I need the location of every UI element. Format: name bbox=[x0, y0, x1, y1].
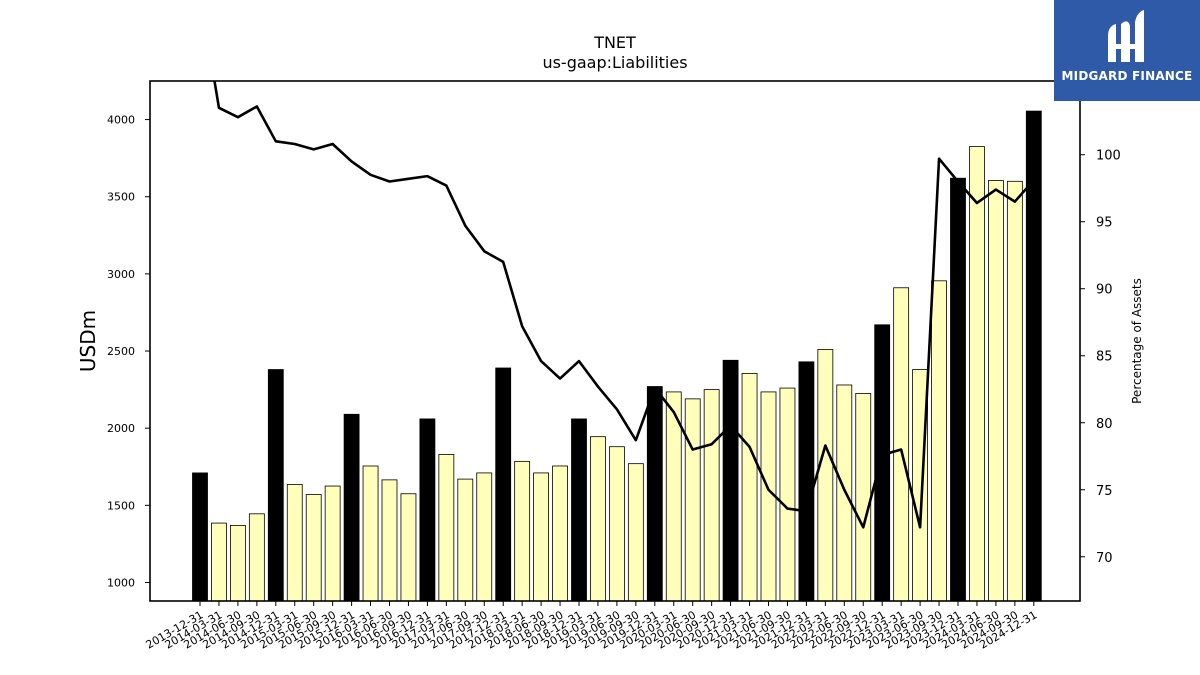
bar-2023-09-30 bbox=[931, 280, 947, 602]
bar-2015-06-30 bbox=[305, 494, 322, 602]
bar-2014-12-31 bbox=[267, 369, 284, 602]
chart-title: TNET bbox=[593, 33, 636, 52]
y2-tick-label: 75 bbox=[1096, 484, 1113, 499]
plot-frame bbox=[149, 80, 1081, 602]
bar-2016-03-31 bbox=[362, 465, 379, 602]
bar-2014-03-31 bbox=[211, 522, 227, 602]
bar-2013-12-31 bbox=[192, 472, 208, 602]
bar-2015-03-31 bbox=[286, 484, 303, 602]
bar-2020-09-30 bbox=[703, 389, 720, 602]
y-tick-label: 1000 bbox=[107, 576, 135, 589]
bar-2018-03-31 bbox=[514, 460, 531, 602]
bar-2024-06-30 bbox=[988, 180, 1004, 602]
bar-2018-09-30 bbox=[552, 465, 568, 602]
bar-2019-09-30 bbox=[627, 463, 644, 602]
bar-2021-12-31 bbox=[798, 361, 815, 602]
bar-2016-09-30 bbox=[400, 493, 417, 602]
bar-2017-09-30 bbox=[476, 472, 493, 602]
logo-mark-icon bbox=[1108, 10, 1144, 62]
y-tick-label: 2000 bbox=[107, 422, 135, 435]
percent-line-layer bbox=[213, 81, 1035, 529]
y-tick-label: 3500 bbox=[107, 191, 135, 204]
bar-2014-09-30 bbox=[248, 513, 265, 602]
bar-2021-03-31 bbox=[741, 372, 758, 602]
bar-2024-03-31 bbox=[969, 146, 985, 602]
y2-tick-label: 80 bbox=[1096, 417, 1113, 432]
y-axis-label: USDm bbox=[76, 310, 100, 372]
bar-2017-03-31 bbox=[438, 454, 455, 602]
bar-2022-12-31 bbox=[874, 324, 891, 602]
logo-text: MIDGARD FINANCE bbox=[1061, 69, 1193, 83]
bar-2015-09-30 bbox=[324, 485, 341, 602]
bar-2020-06-30 bbox=[684, 398, 701, 602]
y2-axis-label: Percentage of Assets bbox=[1130, 278, 1144, 404]
bar-2022-03-31 bbox=[817, 349, 834, 602]
bar-2022-06-30 bbox=[836, 384, 853, 602]
y-tick-label: 4000 bbox=[107, 114, 135, 127]
bar-2023-03-31 bbox=[893, 287, 910, 602]
bar-2018-06-30 bbox=[533, 472, 549, 602]
bar-2019-06-30 bbox=[609, 446, 625, 602]
bar-2018-12-31 bbox=[571, 418, 587, 602]
y-tick-label: 3000 bbox=[107, 268, 135, 281]
bar-2016-12-31 bbox=[419, 418, 436, 602]
chart-subtitle: us-gaap:Liabilities bbox=[542, 53, 687, 72]
bar-2019-03-31 bbox=[590, 436, 606, 602]
axes-layer: 1000 1500 2000 2500 3000 3500 4000 70 75 80 85 90 95… bbox=[107, 114, 1121, 652]
bar-2021-09-30 bbox=[779, 387, 796, 602]
midgard-finance-logo: MIDGARD FINANCE bbox=[1054, 0, 1200, 101]
y-tick-label: 1500 bbox=[107, 499, 135, 512]
bar-2023-12-31 bbox=[950, 177, 966, 602]
y2-tick-label: 100 bbox=[1096, 149, 1121, 164]
bar-2016-06-30 bbox=[381, 479, 398, 602]
bar-2019-12-31 bbox=[646, 386, 663, 602]
y2-tick-label: 70 bbox=[1096, 551, 1113, 566]
bars-layer bbox=[192, 110, 1042, 602]
bar-2015-12-31 bbox=[343, 413, 360, 602]
bar-2014-06-30 bbox=[229, 524, 246, 602]
percent-of-assets-line bbox=[213, 81, 1035, 529]
bar-2024-09-30 bbox=[1006, 180, 1023, 602]
bar-2017-12-31 bbox=[495, 367, 512, 602]
bar-2022-09-30 bbox=[855, 393, 872, 602]
y2-tick-label: 85 bbox=[1096, 350, 1113, 365]
bar-2017-06-30 bbox=[457, 478, 474, 602]
y-tick-label: 2500 bbox=[107, 345, 135, 358]
bar-2020-12-31 bbox=[722, 359, 739, 602]
y2-tick-label: 95 bbox=[1096, 216, 1113, 231]
y2-tick-label: 90 bbox=[1096, 283, 1113, 298]
